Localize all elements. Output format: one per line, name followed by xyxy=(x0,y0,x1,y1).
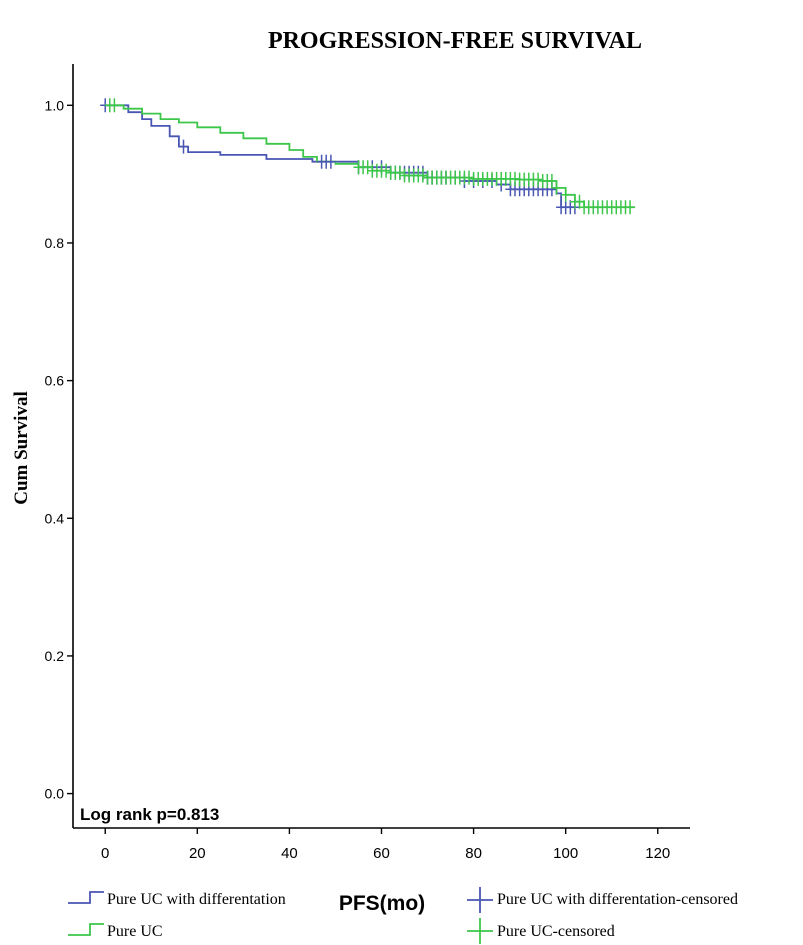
legend-symbol-pure xyxy=(68,923,104,936)
y-axis-label: Cum Survival xyxy=(11,391,32,505)
y-tick-label: 0.0 xyxy=(45,786,65,802)
censor-mark-diff xyxy=(325,154,336,169)
y-ticks: 0.0 0.2 0.4 0.6 0.8 1.0 xyxy=(45,97,73,802)
legend-symbol-diff-censored xyxy=(467,887,493,913)
legend-symbol-pure-censored xyxy=(467,918,493,944)
censor-mark-pure xyxy=(394,165,405,180)
log-rank-annotation: Log rank p=0.813 xyxy=(80,805,219,824)
legend-item-diff: Pure UC with differentation xyxy=(68,891,286,908)
censor-mark-pure xyxy=(560,187,571,202)
censor-mark-diff xyxy=(178,139,189,154)
censor-mark-pure xyxy=(417,168,428,183)
legend-item-diff-censored: Pure UC with differentation-censored xyxy=(467,887,738,913)
chart-title: PROGRESSION-FREE SURVIVAL xyxy=(268,28,642,54)
censor-mark-pure xyxy=(109,98,120,113)
y-tick-label: 0.4 xyxy=(45,510,65,526)
x-ticks: 0 20 40 60 80 100 120 xyxy=(101,828,670,862)
x-tick-label: 100 xyxy=(553,845,578,862)
x-tick-label: 40 xyxy=(281,845,298,862)
censor-mark-pure xyxy=(574,194,585,209)
x-axis-label: PFS(mo) xyxy=(339,892,425,915)
censor-mark-pure xyxy=(625,200,636,215)
survival-curves xyxy=(105,104,635,209)
censor-mark-pure xyxy=(362,160,373,175)
legend-label-diff: Pure UC with differentation xyxy=(107,891,286,908)
axes xyxy=(72,64,690,829)
legend-label-pure: Pure UC xyxy=(107,923,163,940)
x-tick-label: 120 xyxy=(645,845,670,862)
censor-mark-pure xyxy=(464,170,474,185)
legend-label-diff-censored: Pure UC with differentation-censored xyxy=(497,891,738,908)
censor-mark-pure xyxy=(551,180,562,195)
y-tick-label: 0.6 xyxy=(45,373,65,389)
x-tick-label: 80 xyxy=(465,845,482,862)
series-line-pure xyxy=(105,104,635,209)
series-line-diff xyxy=(105,104,575,209)
legend-label-pure-censored: Pure UC-censored xyxy=(497,923,615,940)
censor-mark-pure xyxy=(533,172,544,187)
legend-item-pure-censored: Pure UC-censored xyxy=(467,918,615,944)
censor-mark-pure xyxy=(546,174,557,188)
y-tick-label: 1.0 xyxy=(45,97,65,113)
legend: Pure UC with differentation PFS(mo) Pure… xyxy=(68,887,738,944)
legend-symbol-diff xyxy=(68,891,104,904)
x-tick-label: 0 xyxy=(101,845,109,862)
y-tick-label: 0.2 xyxy=(45,648,65,664)
censor-mark-pure xyxy=(381,163,392,178)
censor-marks xyxy=(100,98,636,215)
y-tick-label: 0.8 xyxy=(45,235,65,251)
x-tick-label: 20 xyxy=(189,845,206,862)
x-tick-label: 60 xyxy=(373,845,390,862)
legend-item-pure: Pure UC xyxy=(68,923,163,940)
